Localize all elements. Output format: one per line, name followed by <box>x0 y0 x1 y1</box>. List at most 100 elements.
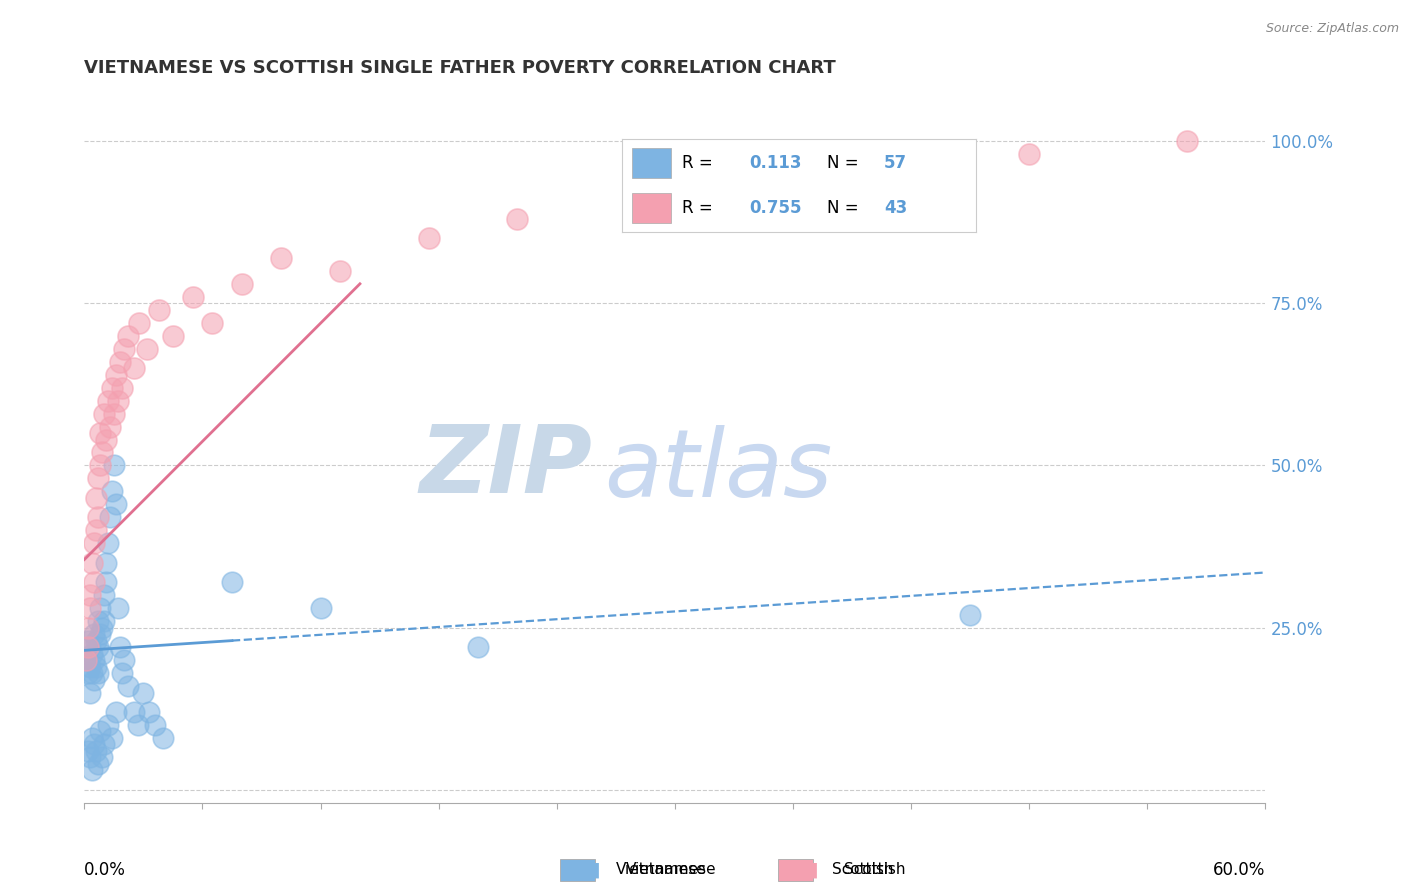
Point <box>87 666 110 681</box>
Text: Source: ZipAtlas.com: Source: ZipAtlas.com <box>1265 22 1399 36</box>
Point <box>94 575 117 590</box>
Text: ZIP: ZIP <box>419 421 592 514</box>
Point <box>122 361 145 376</box>
Point <box>101 381 124 395</box>
Point <box>83 673 105 687</box>
Text: 0.0%: 0.0% <box>84 861 127 879</box>
Text: VIETNAMESE VS SCOTTISH SINGLE FATHER POVERTY CORRELATION CHART: VIETNAMESE VS SCOTTISH SINGLE FATHER POV… <box>84 59 837 77</box>
Point <box>97 536 120 550</box>
Point <box>93 407 115 421</box>
Point <box>152 731 174 745</box>
Point <box>87 614 110 628</box>
Point <box>143 718 166 732</box>
Point <box>111 666 134 681</box>
Point <box>84 633 107 648</box>
Point <box>107 393 129 408</box>
Point <box>467 640 489 654</box>
Point <box>91 621 114 635</box>
Text: ▪: ▪ <box>581 855 600 884</box>
Point <box>83 653 105 667</box>
Point <box>89 458 111 473</box>
Point <box>122 705 145 719</box>
Point <box>329 264 352 278</box>
Text: Vietnamese: Vietnamese <box>616 863 706 877</box>
Text: Scottish: Scottish <box>844 863 905 877</box>
Point <box>1175 134 1198 148</box>
Point <box>75 653 97 667</box>
Point <box>506 211 529 226</box>
Point <box>959 607 981 622</box>
Point <box>624 199 647 213</box>
Point <box>201 316 224 330</box>
Point <box>87 640 110 654</box>
Text: Vietnamese: Vietnamese <box>626 863 716 877</box>
Point <box>84 524 107 538</box>
Point <box>93 588 115 602</box>
Point <box>97 393 120 408</box>
Point <box>87 756 110 771</box>
Point <box>79 750 101 764</box>
Point <box>112 342 135 356</box>
Point <box>82 647 104 661</box>
Point <box>75 653 97 667</box>
Point <box>148 302 170 317</box>
Point <box>101 484 124 499</box>
Point <box>94 556 117 570</box>
Point <box>104 368 127 382</box>
Point <box>127 718 149 732</box>
Text: ▪: ▪ <box>799 855 818 884</box>
Point <box>89 724 111 739</box>
Point <box>89 601 111 615</box>
Point <box>91 647 114 661</box>
Point <box>108 354 131 368</box>
Point <box>138 705 160 719</box>
Point <box>77 640 100 654</box>
Point <box>162 328 184 343</box>
Point <box>77 633 100 648</box>
Point <box>91 445 114 459</box>
Point <box>77 621 100 635</box>
Point <box>108 640 131 654</box>
Point <box>87 471 110 485</box>
Point <box>821 167 844 181</box>
Point <box>111 381 134 395</box>
Point <box>270 251 292 265</box>
Point <box>128 316 150 330</box>
Point <box>87 510 110 524</box>
Point <box>418 231 440 245</box>
Point <box>84 744 107 758</box>
Point <box>89 627 111 641</box>
Point <box>89 425 111 440</box>
Point <box>79 685 101 699</box>
Point <box>117 328 139 343</box>
Point <box>82 731 104 745</box>
Point <box>82 666 104 681</box>
Point <box>112 653 135 667</box>
Text: atlas: atlas <box>605 425 832 516</box>
Point <box>83 536 105 550</box>
Point <box>84 659 107 673</box>
Point <box>132 685 155 699</box>
Point <box>79 601 101 615</box>
Point <box>94 433 117 447</box>
Point <box>83 627 105 641</box>
Point <box>104 705 127 719</box>
Point <box>91 750 114 764</box>
Point <box>309 601 332 615</box>
Point <box>79 640 101 654</box>
Point <box>101 731 124 745</box>
Point <box>84 491 107 505</box>
Point <box>231 277 253 291</box>
Point <box>107 601 129 615</box>
Point <box>103 407 125 421</box>
Point <box>98 419 121 434</box>
Point <box>1018 147 1040 161</box>
Point <box>79 588 101 602</box>
Point <box>97 718 120 732</box>
Point <box>104 497 127 511</box>
Point <box>77 744 100 758</box>
Text: Scottish: Scottish <box>832 863 894 877</box>
Point <box>79 659 101 673</box>
Point <box>117 679 139 693</box>
Point <box>98 510 121 524</box>
